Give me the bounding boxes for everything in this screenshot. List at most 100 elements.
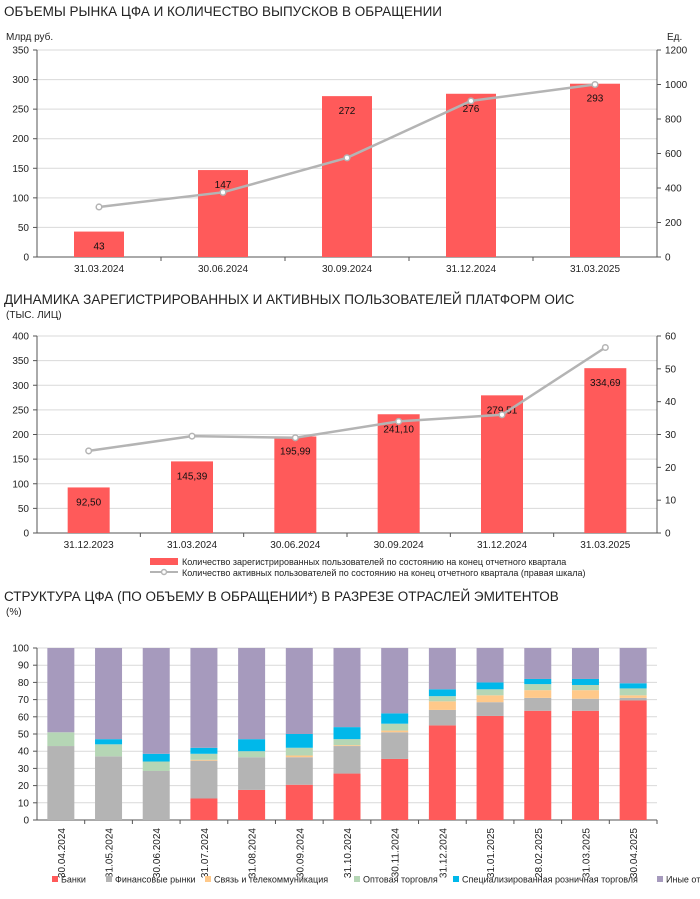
chart2-line-series bbox=[88, 346, 607, 453]
chart3-bar-segment bbox=[238, 648, 266, 740]
chart1-data-label: 272 bbox=[339, 106, 356, 117]
chart2-ytick-label: 100 bbox=[12, 479, 29, 490]
chart1-xtick-label: 30.06.2024 bbox=[198, 264, 248, 275]
chart3-legend-swatch bbox=[106, 876, 112, 882]
chart1-bar bbox=[322, 96, 372, 257]
chart3-xtick-label: 31.03.2025 bbox=[581, 828, 592, 878]
chart3-bar-segment bbox=[571, 690, 599, 699]
chart3-bar-segment bbox=[190, 759, 218, 761]
chart1-line-point bbox=[591, 80, 599, 89]
chart3-subtitle: (%) bbox=[6, 607, 22, 618]
chart3-legend-swatch bbox=[453, 876, 459, 882]
chart3-bar-segment bbox=[381, 713, 409, 724]
chart2-ytick-label: 150 bbox=[12, 455, 29, 466]
chart2-bar bbox=[171, 461, 213, 533]
chart3-bar-segment bbox=[524, 710, 552, 820]
chart2-ytick-label: 250 bbox=[12, 405, 29, 416]
chart3-bar-segment bbox=[619, 688, 647, 696]
chart3-bar-segment bbox=[285, 648, 313, 734]
chart1-data-label: 43 bbox=[93, 242, 105, 253]
chart3-ytick-label: 30 bbox=[18, 764, 30, 775]
chart3-ytick-label: 70 bbox=[18, 695, 30, 706]
chart1-ytick-label: 250 bbox=[12, 105, 29, 116]
chart3-legend-label: Связь и телекоммуникация bbox=[214, 875, 328, 885]
chart2-line-point bbox=[395, 417, 403, 425]
chart3-xtick-label: 31.10.2024 bbox=[343, 828, 354, 878]
chart1-bar bbox=[446, 93, 496, 257]
chart1-ytick-label: 300 bbox=[12, 75, 29, 86]
chart3-bar-segment bbox=[95, 648, 123, 740]
chart3-xtick-label: 30.11.2024 bbox=[391, 828, 402, 878]
chart3-bar-segment bbox=[571, 684, 599, 691]
chart1-ylabel: Млрд руб. bbox=[6, 31, 53, 43]
chart1-y2label: Ед. bbox=[667, 32, 682, 43]
chart3-legend-swatch bbox=[205, 876, 211, 882]
chart3-bar-segment bbox=[476, 648, 504, 683]
chart2-line-point bbox=[498, 411, 506, 419]
chart2-ytick-label: 0 bbox=[23, 529, 29, 540]
chart3-bar-segment bbox=[524, 690, 552, 698]
chart3-xtick-label: 31.12.2024 bbox=[438, 828, 449, 878]
chart2-data-label: 241,10 bbox=[383, 424, 414, 435]
chart3-bar-segment bbox=[476, 689, 504, 696]
chart3-xtick-label: 31.05.2024 bbox=[105, 828, 116, 878]
chart2-line-point bbox=[601, 343, 609, 352]
chart3-bar-segment bbox=[428, 725, 456, 820]
chart2-title: ДИНАМИКА ЗАРЕГИСТРИРОВАННЫХ И АКТИВНЫХ П… bbox=[4, 292, 575, 307]
chart3-bar-segment bbox=[285, 747, 313, 756]
chart1-y2tick-label: 1200 bbox=[665, 46, 688, 57]
chart2-y2tick-label: 50 bbox=[665, 364, 677, 375]
chart1-y2tick-label: 0 bbox=[665, 253, 671, 264]
chart3-ytick-label: 90 bbox=[18, 661, 30, 672]
chart3-bar-segment bbox=[190, 747, 218, 754]
chart2-bar bbox=[584, 368, 627, 533]
chart3-xtick-label: 28.02.2025 bbox=[534, 828, 545, 878]
chart3-title: СТРУКТУРА ЦФА (ПО ОБЪЕМУ В ОБРАЩЕНИИ*) В… bbox=[4, 589, 559, 604]
chart2-ytick-label: 50 bbox=[18, 504, 30, 515]
chart2-y2tick-label: 40 bbox=[665, 397, 677, 408]
chart1-data-label: 147 bbox=[215, 180, 232, 191]
chart3-bar-segment bbox=[333, 727, 361, 740]
chart2-legend-bar-swatch bbox=[150, 558, 178, 565]
chart3-ytick-label: 10 bbox=[18, 798, 30, 809]
chart2-data-label: 145,39 bbox=[177, 471, 208, 482]
chart3-bar-segment bbox=[142, 753, 170, 762]
chart3-bar-segment bbox=[381, 730, 409, 733]
chart3-legend-swatch bbox=[657, 876, 663, 882]
chart3-bar-segment bbox=[476, 682, 504, 690]
chart3-bar-segment bbox=[333, 746, 361, 774]
chart3-legend-swatch bbox=[52, 876, 58, 882]
chart3-xtick-label: 30.04.2025 bbox=[629, 828, 640, 878]
chart3-ytick-label: 60 bbox=[18, 712, 30, 723]
chart3-xtick-label: 30.06.2024 bbox=[152, 828, 163, 878]
chart3-bar-segment bbox=[476, 702, 504, 716]
chart2-xtick-label: 30.06.2024 bbox=[270, 540, 320, 551]
chart2-y2tick-label: 10 bbox=[665, 496, 677, 507]
chart2-xtick-label: 30.09.2024 bbox=[374, 540, 424, 551]
chart3-bar-segment bbox=[381, 732, 409, 759]
chart3-bar-segment bbox=[571, 678, 599, 685]
chart3-bar-segment bbox=[476, 695, 504, 703]
chart3-bar-segment bbox=[619, 700, 647, 820]
chart2-bar bbox=[274, 436, 317, 533]
chart3-bar-segment bbox=[524, 697, 552, 711]
chart1-data-label: 276 bbox=[463, 104, 480, 115]
chart2-legend-marker bbox=[160, 568, 168, 576]
chart1-ytick-label: 0 bbox=[23, 253, 29, 264]
chart1-xtick-label: 31.03.2024 bbox=[74, 264, 124, 275]
chart3-xtick-label: 30.09.2024 bbox=[295, 828, 306, 878]
chart3-bar-segment bbox=[619, 695, 647, 698]
chart3-legend-swatch bbox=[354, 876, 360, 882]
chart3-ytick-label: 50 bbox=[18, 730, 30, 741]
chart2-xtick-label: 31.12.2023 bbox=[64, 540, 114, 551]
chart3-legend-label: Специализированная розничная торговля bbox=[462, 875, 638, 885]
chart3-xtick-label: 31.07.2024 bbox=[200, 828, 211, 878]
chart3-bar-segment bbox=[190, 760, 218, 799]
chart3-legend-label: Оптовая торговля bbox=[363, 875, 438, 885]
chart3-bar-segment bbox=[285, 734, 313, 748]
chart1-bar bbox=[198, 170, 248, 257]
chart3-bar-segment bbox=[333, 648, 361, 728]
chart3-bar-segment bbox=[381, 648, 409, 714]
chart3-bar-segment bbox=[238, 739, 266, 752]
